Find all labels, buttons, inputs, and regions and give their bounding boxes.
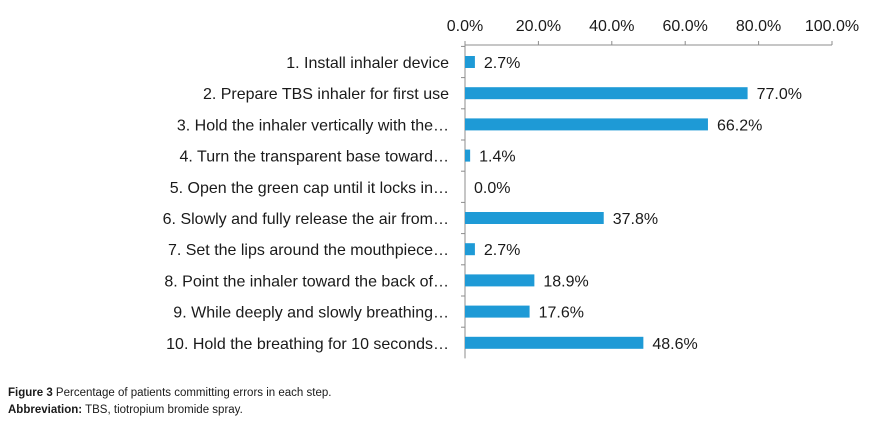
caption-line-1: Figure 3 Percentage of patients committi… xyxy=(8,385,868,402)
category-label: 2. Prepare TBS inhaler for first use xyxy=(203,86,449,103)
category-label: 8. Point the inhaler toward the back of… xyxy=(164,273,449,290)
bar xyxy=(465,56,475,68)
figure-text: Percentage of patients committing errors… xyxy=(52,387,332,399)
data-label: 1.4% xyxy=(479,149,515,166)
bar xyxy=(465,87,748,100)
data-label: 66.2% xyxy=(717,117,762,134)
x-tick-label: 0.0% xyxy=(447,18,483,35)
bar-chart: 0.0% 20.0% 40.0% 60.0% 80.0% 100.0% 1. Instal… xyxy=(163,18,859,359)
data-label: 77.0% xyxy=(757,86,802,103)
category-label: 7. Set the lips around the mouthpiece… xyxy=(168,242,449,259)
x-tick-label: 40.0% xyxy=(589,18,634,35)
category-label: 4. Turn the transparent base toward… xyxy=(180,149,449,166)
category-label: 9. While deeply and slowly breathing… xyxy=(173,305,449,322)
bar-chart-svg: 0.0% 20.0% 40.0% 60.0% 80.0% 100.0% 1. Instal… xyxy=(163,18,859,359)
caption-line-2: Abbreviation: TBS, tiotropium bromide sp… xyxy=(8,402,868,419)
bar xyxy=(465,336,644,349)
bar xyxy=(465,149,471,162)
figure-caption: Figure 3 Percentage of patients committi… xyxy=(8,385,868,419)
data-label: 17.6% xyxy=(539,305,584,322)
bars-group xyxy=(465,56,748,349)
category-labels: 1. Install inhaler device 2. Prepare TBS … xyxy=(163,55,449,353)
category-label: 3. Hold the inhaler vertically with the… xyxy=(177,117,449,134)
bar xyxy=(465,118,708,131)
x-tick-label: 20.0% xyxy=(516,18,561,35)
abbreviation-label: Abbreviation: xyxy=(8,404,83,416)
abbreviation-text: TBS, tiotropium bromide spray. xyxy=(82,404,243,416)
bar xyxy=(465,274,535,287)
data-label: 0.0% xyxy=(474,180,510,197)
bar xyxy=(465,243,475,256)
data-label: 18.9% xyxy=(543,273,588,290)
bar xyxy=(465,212,604,224)
data-label: 2.7% xyxy=(484,242,520,259)
x-axis: 0.0% 20.0% 40.0% 60.0% 80.0% 100.0% xyxy=(447,18,859,359)
value-labels: 2.7% 77.0% 66.2% 1.4% 0.0% 37.8% 2.7% 18.9% 17.6… xyxy=(474,55,802,353)
x-tick-label: 80.0% xyxy=(736,18,781,35)
figure-label: Figure 3 xyxy=(8,387,53,399)
data-label: 37.8% xyxy=(613,211,658,228)
data-label: 48.6% xyxy=(652,336,697,353)
category-label: 5. Open the green cap until it locks in… xyxy=(170,180,449,197)
bar xyxy=(465,305,530,318)
category-label: 6. Slowly and fully release the air from… xyxy=(163,211,449,228)
category-label: 10. Hold the breathing for 10 seconds… xyxy=(166,336,449,353)
x-tick-label: 60.0% xyxy=(663,18,708,35)
x-tick-label: 100.0% xyxy=(805,18,859,35)
category-label: 1. Install inhaler device xyxy=(286,55,449,72)
data-label: 2.7% xyxy=(484,55,520,72)
